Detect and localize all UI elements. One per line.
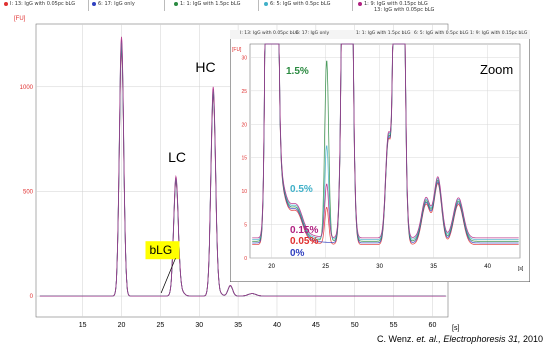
zoom-x-tick-label: 35 [430, 264, 437, 270]
zoom-y-tick-label: 0 [244, 256, 247, 262]
main-trace-4 [39, 36, 446, 297]
blg-label-box [145, 241, 180, 260]
label-1-5-percent: 1.5% [286, 66, 309, 77]
legend-label: 1: 1: IgG with 1.5pc bLG [180, 1, 241, 7]
zoom-legend-item-3: 6: 5: IgG with 0.5pc bLG [414, 31, 469, 36]
zoom-y-tick-label: 5 [244, 223, 247, 229]
main-ylabel: [FU] [14, 16, 26, 22]
legend-item-0[interactable]: I: 13: IgG with 0.05pc bLG [4, 1, 75, 7]
x-tick-label: 50 [351, 322, 359, 329]
peak-label-lc: LC [168, 149, 186, 165]
zoom-x-tick-label: 30 [376, 264, 383, 270]
legend-dot-icon [92, 1, 96, 6]
zoom-y-tick-label: 20 [241, 122, 247, 128]
legend-dot-icon [358, 1, 362, 6]
citation-authors: C. Wenz. [377, 334, 417, 344]
y-tick-label: 500 [23, 189, 34, 195]
zoom-y-tick-label: 25 [241, 89, 247, 95]
zoom-xlabel: [s] [518, 266, 524, 272]
blg-arrow [160, 258, 176, 294]
legend-separator [164, 0, 165, 11]
legend-dot-icon [4, 1, 8, 6]
x-tick-label: 55 [390, 322, 398, 329]
legend-dot-icon [174, 1, 178, 6]
zoom-legend-item-4: 1: 9: IgG with 0.15pc bLG [470, 31, 528, 36]
legend-label: 1: 9: IgG with 0.15pc bLG [364, 1, 428, 7]
legend: I: 13: IgG with 0.05pc bLG 6: 17: IgG on… [0, 0, 545, 13]
citation: C. Wenz. et. al., Electrophoresis 31, 20… [377, 334, 543, 344]
x-tick-label: 45 [312, 322, 320, 329]
legend-separator [258, 0, 259, 11]
peak-label-hc: HC [195, 59, 215, 75]
citation-year: 2010 [520, 334, 543, 344]
main-xlabel: [s] [452, 325, 459, 332]
x-tick-label: 35 [234, 322, 242, 329]
zoom-ylabel: [FU] [232, 47, 242, 53]
main-traces [39, 36, 446, 297]
legend-label: 6: 5: IgG with 0.5pc bLG [270, 1, 331, 7]
zoom-traces [252, 43, 519, 245]
x-tick-label: 15 [79, 322, 87, 329]
legend-dot-icon [264, 1, 268, 6]
legend-item-2[interactable]: 1: 1: IgG with 1.5pc bLG [174, 1, 241, 7]
zoom-x-tick-label: 20 [268, 264, 275, 270]
legend-label: I: 13: IgG with 0.05pc bLG [10, 1, 76, 7]
zoom-grid [250, 44, 520, 259]
x-tick-label: 20 [118, 322, 126, 329]
legend-separator [352, 0, 353, 11]
y-tick-label: 0 [30, 294, 34, 300]
legend-separator [88, 0, 89, 11]
zoom-legend-item-0: I: 13: IgG with 0.05pc bLG [240, 31, 299, 36]
zoom-y-tick-label: 10 [241, 189, 247, 195]
zoom-legend-item-2: 1: 1: IgG with 1.5pc bLG [356, 31, 411, 36]
legend-extra: 13: IgG with 0.05pc bLG [374, 7, 435, 13]
zoom-trace-4 [252, 43, 519, 239]
citation-journal: Electrophoresis 31, [440, 334, 521, 344]
zoom-legend-bar [230, 30, 530, 39]
zoom-inset: 20 25 30 35 40 0 5 10 15 20 25 30 [FU] [s] Zoom 1.5… [230, 30, 530, 282]
peak-label-blg: bLG [149, 243, 172, 257]
y-tick-label: 1000 [20, 85, 34, 91]
x-tick-label: 60 [429, 322, 437, 329]
zoom-title: Zoom [480, 62, 513, 77]
x-tick-label: 25 [156, 322, 164, 329]
x-tick-label: 30 [195, 322, 203, 329]
label-0-15-percent: 0.15% [290, 225, 318, 236]
zoom-x-tick-label: 25 [322, 264, 329, 270]
zoom-ticks: 20 25 30 35 40 0 5 10 15 20 25 30 [241, 55, 491, 270]
zoom-y-tick-label: 15 [241, 156, 247, 162]
label-0-5-percent: 0.5% [290, 184, 313, 195]
legend-item-4[interactable]: 1: 9: IgG with 0.15pc bLG [358, 1, 428, 7]
legend-item-1[interactable]: 6: 17: IgG only [92, 1, 135, 7]
label-0-05-percent: 0.05% [290, 236, 318, 247]
legend-item-3[interactable]: 6: 5: IgG with 0.5pc bLG [264, 1, 331, 7]
x-tick-label: 40 [273, 322, 281, 329]
label-0-percent: 0% [290, 248, 305, 259]
zoom-legend-item-1: 6: 17: IgG only [296, 31, 330, 36]
zoom-x-tick-label: 40 [484, 264, 491, 270]
zoom-y-tick-label: 30 [241, 55, 247, 61]
zoom-plot-frame [249, 43, 521, 259]
citation-etal: et. al., [416, 334, 441, 344]
legend-label: 6: 17: IgG only [98, 1, 135, 7]
